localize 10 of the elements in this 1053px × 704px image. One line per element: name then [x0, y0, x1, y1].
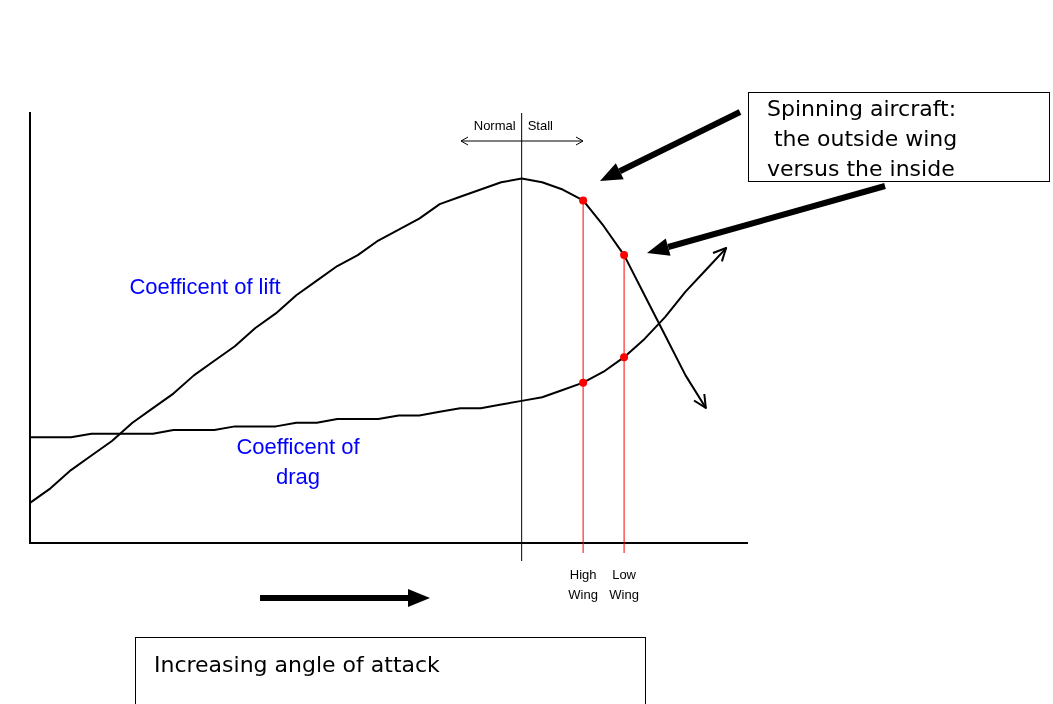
text: Stall: [527, 118, 553, 133]
x-axis-title: Increasing angle of attack: [135, 637, 646, 704]
text: Normal: [472, 118, 516, 133]
text: High Wing: [568, 567, 598, 603]
text: Low Wing: [609, 567, 639, 603]
text: the outside wing: [773, 125, 959, 153]
series-label: Coefficent of drag: [235, 433, 361, 491]
text: versus the inside: [767, 155, 956, 183]
text: Spinning aircraft:: [767, 95, 958, 123]
series-label: Coefficent of lift: [128, 273, 282, 301]
